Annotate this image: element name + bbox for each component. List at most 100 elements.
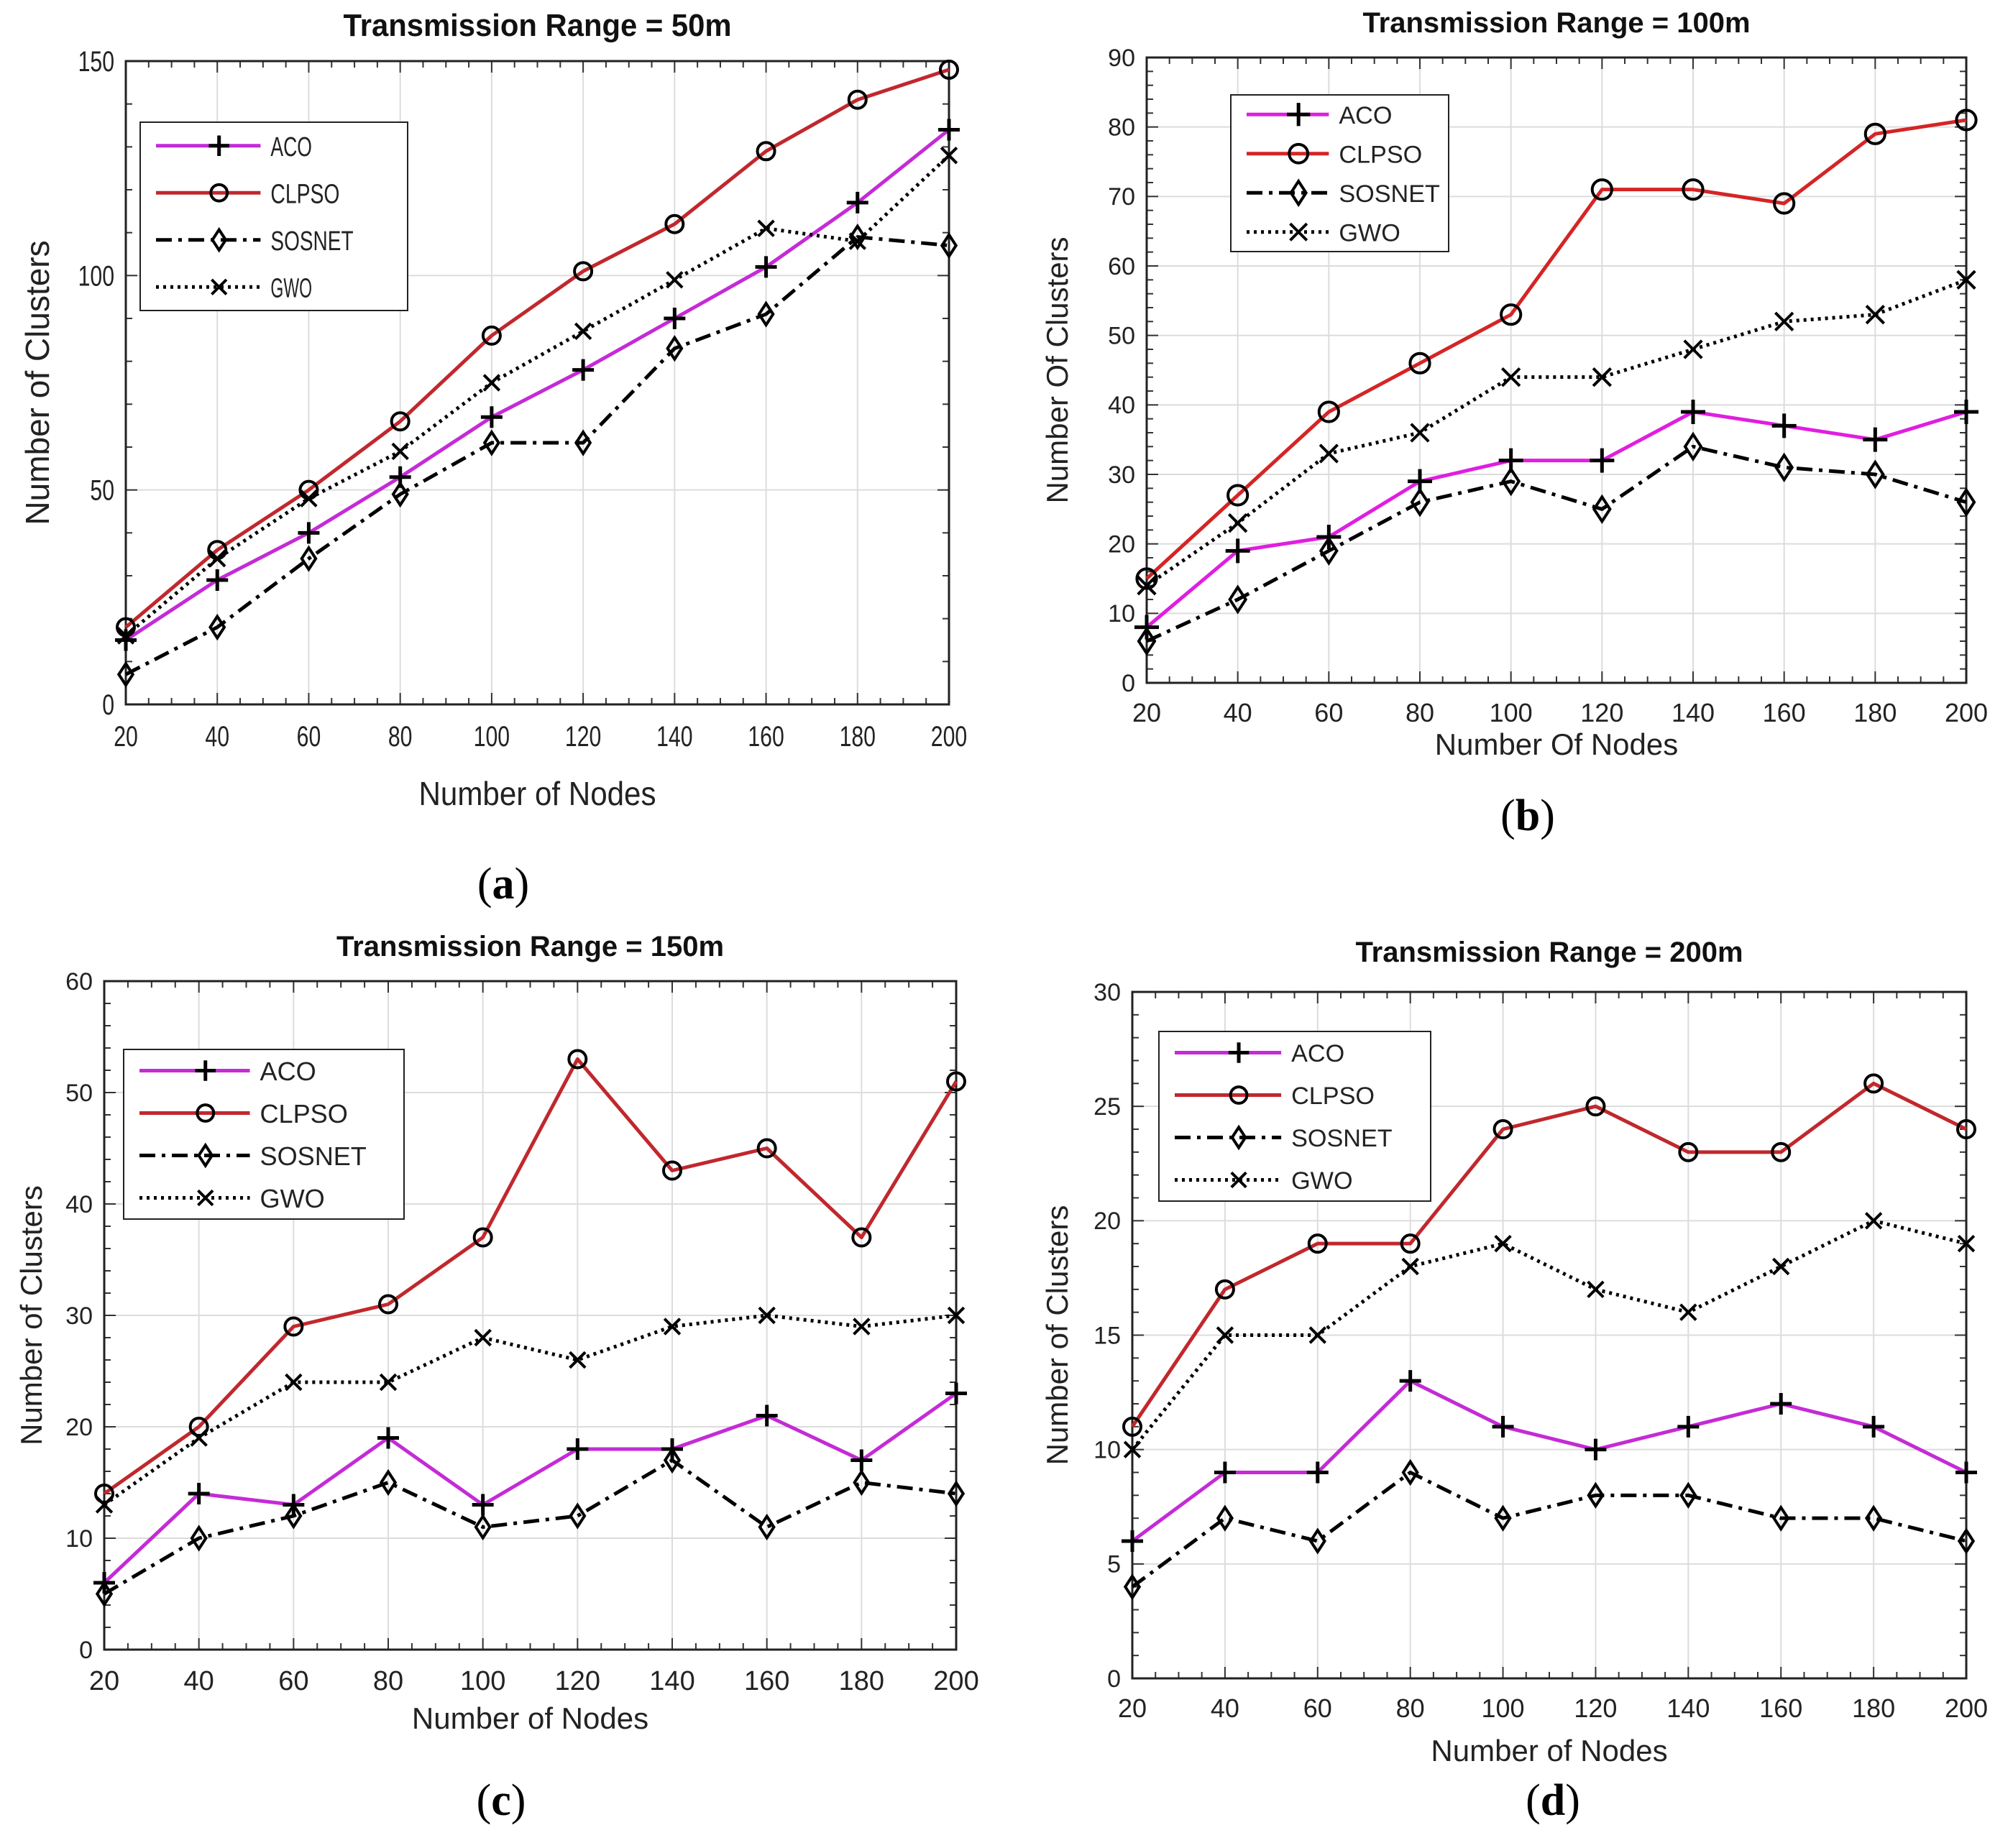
data-point-sosnet: [1683, 431, 1703, 462]
data-point-sosnet: [1410, 487, 1430, 518]
legend-label-clpso: CLPSO: [260, 1099, 348, 1128]
legend-label-aco: ACO: [260, 1057, 316, 1086]
data-point-sosnet: [1228, 584, 1248, 615]
data-point-gwo: [569, 1351, 587, 1369]
x-tick-label: 100: [1482, 1693, 1525, 1723]
data-point-gwo: [285, 1373, 303, 1392]
legend: ACO CLPSO SOSNET GWO: [1230, 94, 1449, 252]
data-point-sosnet: [757, 300, 775, 328]
x-tick-label: 60: [297, 721, 321, 753]
legend-label-clpso: CLPSO: [270, 179, 339, 209]
data-point-aco: [1214, 1461, 1236, 1484]
data-point-gwo: [1865, 305, 1885, 325]
tick-labels: 20 40 60 80 100 120 140 160 180 200 0 5 10 15 20 25 30: [1093, 979, 1988, 1723]
panel-label-c: (c): [476, 1776, 526, 1825]
data-point-sosnet: [1864, 1504, 1883, 1532]
data-point-gwo: [1308, 1326, 1326, 1344]
series-line-clpso: [124, 68, 950, 629]
data-point-aco: [1770, 1393, 1792, 1415]
y-tick-label: 50: [65, 1080, 93, 1107]
y-tick-label: 100: [78, 260, 114, 292]
legend-marker-gwo: [1289, 222, 1308, 242]
series-sosnet: [116, 223, 958, 688]
data-point-gwo: [1319, 443, 1339, 464]
legend-label-sosnet: SOSNET: [270, 226, 353, 257]
y-tick-label: 30: [65, 1302, 93, 1330]
data-point-sosnet: [947, 1480, 966, 1507]
data-point-gwo: [1228, 513, 1248, 533]
legend: ACO CLPSO SOSNET GWO: [1158, 1031, 1431, 1202]
legend-marker-aco: [1228, 1042, 1249, 1063]
data-point-gwo: [1216, 1326, 1234, 1344]
y-tick-label: 10: [1108, 600, 1135, 628]
data-point-sosnet: [569, 1502, 587, 1530]
data-point-gwo: [1679, 1303, 1697, 1321]
y-axis-label: Number of Clusters: [14, 1185, 48, 1445]
data-point-gwo: [1587, 1280, 1605, 1299]
data-point-clpso: [1500, 303, 1523, 326]
x-tick-label: 180: [1852, 1693, 1895, 1723]
y-tick-label: 10: [1093, 1437, 1121, 1464]
y-tick-label: 40: [1108, 392, 1135, 419]
y-tick-label: 15: [1093, 1322, 1121, 1349]
data-point-gwo: [1410, 423, 1430, 443]
data-point-sosnet: [208, 613, 226, 641]
data-point-gwo: [482, 374, 501, 392]
data-point-gwo: [663, 1318, 682, 1336]
data-point-clpso: [1585, 1096, 1606, 1117]
x-tick-label: 200: [1945, 1693, 1988, 1723]
data-point-sosnet: [1592, 494, 1612, 525]
y-tick-label: 30: [1093, 979, 1121, 1006]
axes-frame: [1145, 56, 1968, 684]
series-line-sosnet: [103, 1458, 957, 1596]
x-tick-label: 60: [1303, 1693, 1332, 1723]
series-line-sosnet: [124, 235, 950, 676]
data-point-sosnet: [1216, 1504, 1234, 1532]
data-point-sosnet: [300, 545, 318, 572]
data-point-aco: [1225, 538, 1250, 564]
y-tick-label: 60: [1108, 253, 1135, 280]
data-point-sosnet: [1587, 1481, 1605, 1509]
data-point-clpso: [1863, 122, 1886, 145]
series-line-aco: [1131, 1379, 1968, 1543]
data-point-aco: [1677, 1415, 1700, 1438]
data-point-clpso: [1400, 1233, 1421, 1254]
legend-label-gwo: GWO: [260, 1184, 325, 1213]
x-tick-label: 80: [388, 721, 413, 753]
y-tick-label: 50: [90, 475, 114, 507]
legend-box: [1230, 94, 1449, 252]
data-point-gwo: [758, 1306, 776, 1325]
y-tick-label: 40: [65, 1191, 93, 1218]
series-line-gwo: [124, 154, 950, 638]
data-point-sosnet: [1123, 1573, 1142, 1601]
data-point-sosnet: [1679, 1481, 1697, 1509]
data-point-gwo: [1772, 1257, 1790, 1276]
data-point-gwo: [1123, 1440, 1142, 1458]
data-point-clpso: [567, 1049, 588, 1070]
legend: ACO CLPSO SOSNET GWO: [139, 121, 408, 311]
data-point-aco: [846, 191, 868, 213]
series-clpso: [94, 1049, 966, 1504]
y-axis-label: Number of Clusters: [1040, 1205, 1074, 1466]
data-point-aco: [1492, 1415, 1514, 1438]
data-point-aco: [1955, 1461, 1977, 1484]
legend-label-sosnet: SOSNET: [1339, 180, 1440, 208]
legend-label-sosnet: SOSNET: [260, 1141, 367, 1171]
x-axis-label: Number of Nodes: [1431, 1734, 1667, 1767]
data-point-clpso: [1678, 1141, 1699, 1162]
data-point-aco: [480, 406, 503, 428]
x-tick-label: 40: [1211, 1693, 1239, 1723]
legend-box: [1158, 1031, 1431, 1202]
x-tick-label: 40: [184, 1666, 214, 1696]
data-point-sosnet: [1865, 459, 1885, 489]
x-tick-label: 180: [839, 1666, 884, 1696]
data-point-clpso: [1135, 567, 1158, 590]
y-tick-label: 80: [1108, 114, 1135, 142]
chart-title: Transmission Range = 200m: [1355, 937, 1743, 968]
legend-marker-clpso: [196, 1103, 216, 1123]
legend-marker-sosnet: [1289, 178, 1308, 208]
x-tick-label: 80: [1406, 698, 1434, 727]
data-point-aco: [572, 359, 595, 381]
tick-labels: 20 40 60 80 100 120 140 160 180 200 0 50 100 150: [78, 46, 968, 753]
series-gwo: [1123, 1212, 1976, 1458]
